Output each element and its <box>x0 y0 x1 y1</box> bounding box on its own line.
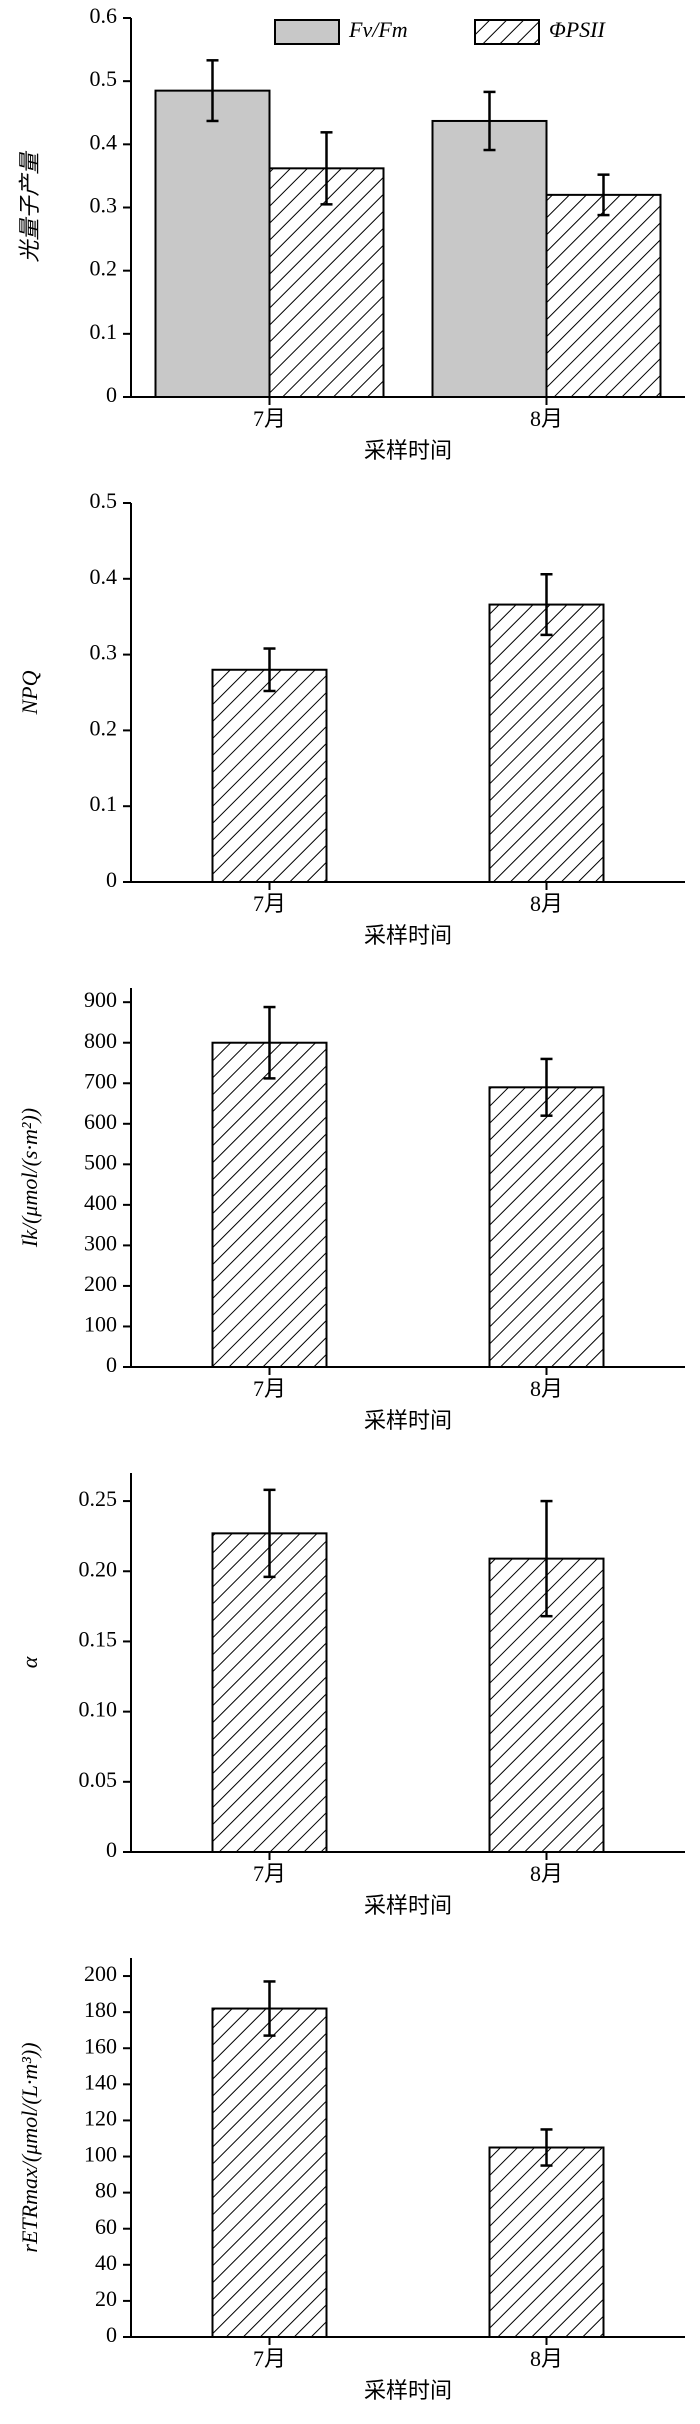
bar <box>488 1086 605 1369</box>
bar <box>211 668 328 884</box>
y-tick-label: 20 <box>95 2286 117 2311</box>
x-tick-label: 7月 <box>253 406 286 431</box>
x-tick-label: 7月 <box>253 1376 286 1401</box>
x-axis-label: 采样时间 <box>364 1408 452 1433</box>
y-axis-label: Ik/(μmol/(s·m²)) <box>17 1108 42 1248</box>
y-tick-label: 0.20 <box>79 1556 118 1581</box>
y-tick-label: 100 <box>84 2142 117 2167</box>
legend-label: ΦPSII <box>549 17 607 42</box>
x-tick-label: 7月 <box>253 2346 286 2371</box>
y-tick-label: 300 <box>84 1230 117 1255</box>
y-tick-label: 60 <box>95 2214 117 2239</box>
y-axis-label: rETRmax/(μmol/(L·m³)) <box>17 2042 42 2252</box>
y-tick-label: 80 <box>95 2178 117 2203</box>
y-tick-label: 600 <box>84 1109 117 1134</box>
y-tick-label: 160 <box>84 2033 117 2058</box>
x-axis-label: 采样时间 <box>364 1893 452 1918</box>
bar <box>488 2146 605 2338</box>
x-axis-label: 采样时间 <box>364 438 452 463</box>
y-tick-label: 200 <box>84 1271 117 1296</box>
y-tick-label: 900 <box>84 987 117 1012</box>
y-tick-label: 700 <box>84 1068 117 1093</box>
y-tick-label: 0.25 <box>79 1486 118 1511</box>
y-tick-label: 400 <box>84 1190 117 1215</box>
y-tick-label: 0.15 <box>79 1626 118 1651</box>
y-tick-label: 0.10 <box>79 1697 118 1722</box>
y-tick-label: 0.05 <box>79 1767 118 1792</box>
y-tick-label: 0.4 <box>90 564 118 589</box>
y-tick-label: 500 <box>84 1149 117 1174</box>
y-axis-label: α <box>17 1656 42 1668</box>
x-tick-label: 8月 <box>530 2346 563 2371</box>
y-tick-label: 40 <box>95 2250 117 2275</box>
bar <box>211 1041 328 1368</box>
y-tick-label: 0 <box>106 867 117 892</box>
x-tick-label: 8月 <box>530 1861 563 1886</box>
y-tick-label: 0.3 <box>90 193 118 218</box>
x-axis-label: 采样时间 <box>364 2378 452 2403</box>
y-tick-label: 0.5 <box>90 66 118 91</box>
x-tick-label: 8月 <box>530 1376 563 1401</box>
y-axis-label: NPQ <box>17 670 42 715</box>
bar <box>154 89 271 399</box>
y-tick-label: 0.4 <box>90 129 118 154</box>
y-tick-label: 0 <box>106 382 117 407</box>
y-tick-label: 0 <box>106 2322 117 2347</box>
x-axis-label: 采样时间 <box>364 923 452 948</box>
y-tick-label: 100 <box>84 1312 117 1337</box>
bar <box>211 2007 328 2338</box>
bar <box>545 193 662 398</box>
y-tick-label: 0 <box>106 1837 117 1862</box>
y-tick-label: 140 <box>84 2069 117 2094</box>
y-tick-label: 0.2 <box>90 715 118 740</box>
y-tick-label: 180 <box>84 1997 117 2022</box>
y-tick-label: 0.5 <box>90 488 118 513</box>
bar <box>488 603 605 884</box>
bar <box>268 167 385 398</box>
x-tick-label: 8月 <box>530 891 563 916</box>
y-tick-label: 0.2 <box>90 256 118 281</box>
legend-label: Fv/Fm <box>348 17 408 42</box>
y-axis-label: 光量子产量 <box>17 151 42 263</box>
legend-swatch <box>274 19 340 45</box>
x-tick-label: 8月 <box>530 406 563 431</box>
y-tick-label: 0.3 <box>90 640 118 665</box>
y-tick-label: 800 <box>84 1028 117 1053</box>
y-tick-label: 0.1 <box>90 319 118 344</box>
x-tick-label: 7月 <box>253 891 286 916</box>
y-tick-label: 200 <box>84 1961 117 1986</box>
y-tick-label: 120 <box>84 2105 117 2130</box>
y-tick-label: 0.6 <box>90 3 118 28</box>
x-tick-label: 7月 <box>253 1861 286 1886</box>
y-tick-label: 0 <box>106 1352 117 1377</box>
y-tick-label: 0.1 <box>90 791 118 816</box>
legend-swatch <box>474 19 540 45</box>
bar <box>211 1532 328 1853</box>
bar <box>431 119 548 398</box>
